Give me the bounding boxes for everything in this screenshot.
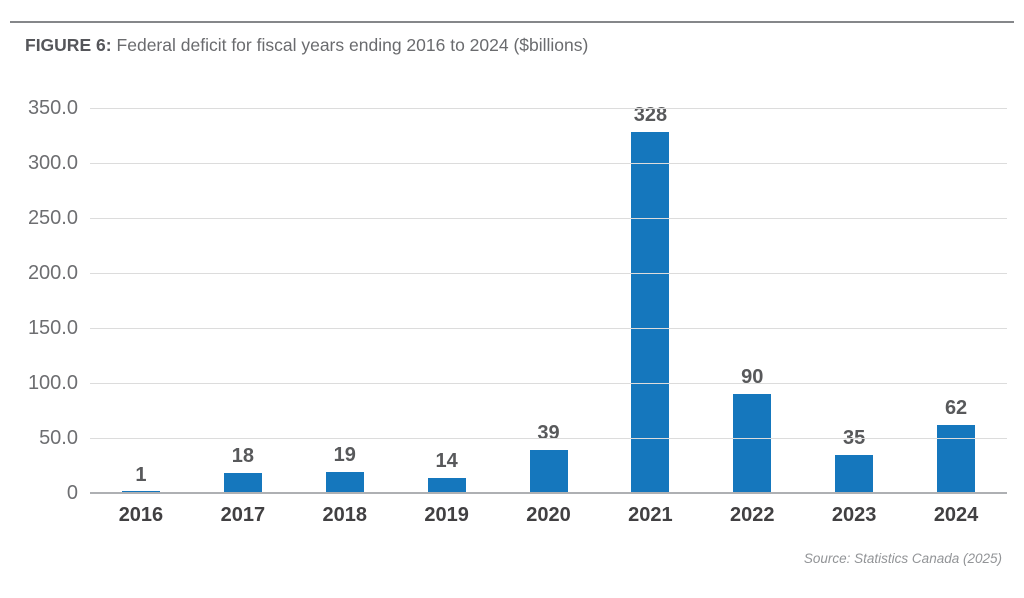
figure-title-text: Federal deficit for fiscal years ending … <box>116 35 589 55</box>
gridline <box>90 438 1007 439</box>
bar-value-label: 62 <box>944 396 968 419</box>
x-axis-line <box>90 492 1007 494</box>
bar-2024 <box>937 424 976 493</box>
bar-2019 <box>427 477 466 493</box>
bar-column-2023: 35 <box>803 108 905 493</box>
y-tick-label: 300.0 <box>27 151 78 174</box>
bar-column-2019: 14 <box>396 108 498 493</box>
source-note: Source: Statistics Canada (2025) <box>803 551 1002 566</box>
y-tick-label: 250.0 <box>27 206 78 229</box>
bar-column-2017: 18 <box>192 108 294 493</box>
x-tick-label-2017: 2017 <box>220 504 266 526</box>
top-divider <box>10 21 1014 23</box>
y-tick-label: 350.0 <box>27 97 78 119</box>
bar-column-2020: 39 <box>498 108 600 493</box>
figure-number-label: FIGURE 6: <box>25 35 112 55</box>
figure-title: FIGURE 6: Federal deficit for fiscal year… <box>25 34 588 56</box>
x-tick-label-2021: 2021 <box>628 504 673 526</box>
x-tick-label-2020: 2020 <box>526 504 571 526</box>
bar-column-2016: 1 <box>90 108 192 493</box>
y-tick-label: 0 <box>66 482 78 504</box>
x-tick-label-2019: 2019 <box>424 504 469 526</box>
bar-value-label: 90 <box>741 366 764 389</box>
bar-2017 <box>223 473 262 493</box>
bar-2021 <box>631 132 670 493</box>
y-tick-label: 200.0 <box>27 262 78 284</box>
bar-value-label: 14 <box>435 449 458 472</box>
bar-value-label: 1 <box>135 463 147 486</box>
x-axis: 2016 2017 2018 2019 2020 2021 2022 2023 2024 <box>90 503 1007 527</box>
gridline <box>90 162 1007 164</box>
x-tick-label-2024: 2024 <box>933 504 979 526</box>
y-tick-label: 150.0 <box>27 316 78 339</box>
bar-2018 <box>325 472 364 493</box>
x-tick-label-2023: 2023 <box>831 504 877 526</box>
bar-2020 <box>529 450 568 493</box>
y-tick-label: 50.0 <box>39 427 78 449</box>
bar-column-2024: 62 <box>905 108 1007 493</box>
bars-row: 1 18 19 14 39 328 90 35 62 <box>90 104 1007 493</box>
bar-column-2022: 90 <box>701 108 803 493</box>
gridline <box>90 327 1007 329</box>
gridline <box>90 217 1007 219</box>
gridline <box>90 108 1007 109</box>
bar-column-2021: 328 <box>599 104 701 493</box>
bar-2022 <box>733 394 772 493</box>
bar-value-label: 19 <box>333 444 356 467</box>
bar-2023 <box>835 454 874 493</box>
bar-value-label: 328 <box>633 104 668 127</box>
bar-value-label: 35 <box>843 426 866 449</box>
bar-value-label: 39 <box>537 422 560 445</box>
plot-area: 1 18 19 14 39 328 90 35 62 0 50.0 100.0 150.0 200.0 2… <box>28 97 1007 504</box>
gridline <box>90 273 1007 274</box>
x-tick-label-2016: 2016 <box>118 504 164 526</box>
bar-value-label: 18 <box>231 445 254 468</box>
y-tick-label: 100.0 <box>27 372 78 394</box>
x-tick-label-2022: 2022 <box>730 504 775 526</box>
x-tick-label-2018: 2018 <box>322 504 367 526</box>
bar-column-2018: 19 <box>294 108 396 493</box>
gridline <box>90 383 1007 384</box>
